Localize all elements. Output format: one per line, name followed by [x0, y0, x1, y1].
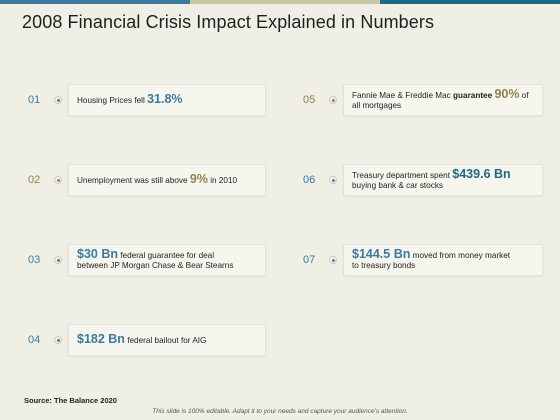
source-note: Source: The Balance 2020 — [24, 396, 117, 405]
stat-text-bold: guarantee — [453, 91, 493, 100]
stat-value: $439.6 Bn — [452, 167, 511, 181]
bullet-icon — [54, 256, 62, 264]
stat-value: $182 Bn — [77, 332, 125, 346]
bullet-icon — [329, 256, 337, 264]
item-number: 07 — [303, 254, 316, 266]
stat-value: $144.5 Bn — [352, 247, 411, 261]
stat-text-line2: buying bank & car stocks — [352, 181, 444, 190]
stat-text: federal bailout for AIG — [124, 336, 207, 345]
stat-text: Housing Prices fell — [77, 96, 148, 105]
stat-text-line2: all mortgages — [352, 101, 402, 110]
stat-card: $144.5 Bn moved from money market to tre… — [343, 244, 543, 276]
stat-value: 31.8% — [147, 92, 183, 106]
stat-text-suffix: of — [519, 91, 529, 100]
bullet-icon — [54, 176, 62, 184]
item-number: 03 — [28, 254, 41, 266]
stat-text: Unemployment was still above — [77, 176, 190, 185]
stat-text: Treasury department spent — [352, 171, 453, 180]
bullet-icon — [54, 96, 62, 104]
stat-text: moved from money market — [410, 251, 511, 260]
stat-value: 9% — [189, 172, 208, 186]
stat-card: $30 Bn federal guarantee for deal betwee… — [68, 244, 266, 276]
bullet-icon — [54, 336, 62, 344]
item-number: 02 — [28, 174, 41, 186]
stat-card: Housing Prices fell 31.8% — [68, 84, 266, 116]
stat-text-suffix: in 2010 — [207, 176, 238, 185]
item-number: 01 — [28, 94, 41, 106]
bullet-icon — [329, 96, 337, 104]
stat-text-line2: between JP Morgan Chase & Bear Stearns — [77, 261, 234, 270]
stat-text: Fannie Mae & Freddie Mac — [352, 91, 454, 100]
item-number: 05 — [303, 94, 316, 106]
footer-note: This slide is 100% editable. Adapt it to… — [152, 408, 408, 415]
item-number: 04 — [28, 334, 41, 346]
stat-card: Unemployment was still above 9% in 2010 — [68, 164, 266, 196]
top-accent-bar — [0, 0, 560, 4]
item-number: 06 — [303, 174, 316, 186]
stat-value: $30 Bn — [77, 247, 118, 261]
stat-text-line2: to treasury bonds — [352, 261, 416, 270]
stat-text: federal guarantee for deal — [118, 251, 215, 260]
stat-card: $182 Bn federal bailout for AIG — [68, 324, 266, 356]
bullet-icon — [329, 176, 337, 184]
stat-card: Fannie Mae & Freddie Mac guarantee 90% o… — [343, 84, 543, 116]
page-title: 2008 Financial Crisis Impact Explained i… — [22, 12, 435, 32]
stat-value: 90% — [494, 87, 520, 101]
stat-card: Treasury department spent $439.6 Bn buyi… — [343, 164, 543, 196]
